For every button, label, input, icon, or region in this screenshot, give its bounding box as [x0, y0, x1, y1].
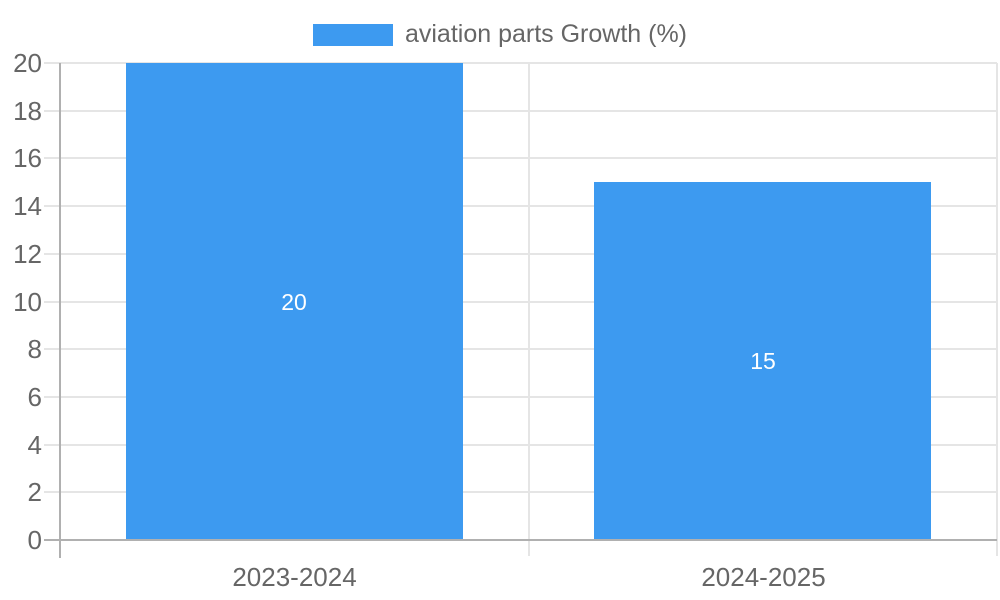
y-axis-label: 8: [27, 334, 42, 364]
y-axis-label: 14: [13, 191, 42, 221]
y-axis-label: 10: [13, 287, 42, 317]
x-axis-line: [44, 539, 997, 541]
y-axis-label: 12: [13, 239, 42, 269]
bar-value-label: 15: [750, 348, 776, 374]
y-axis-label: 4: [27, 430, 42, 460]
x-axis-label: 2024-2025: [701, 562, 826, 592]
y-axis-tick: [44, 62, 60, 64]
y-axis-label: 20: [13, 48, 42, 78]
y-axis-tick: [44, 301, 60, 303]
bar-2023-2024[interactable]: [126, 63, 463, 540]
gridline-v: [528, 63, 530, 556]
x-axis-label: 2023-2024: [232, 562, 357, 592]
legend-label: aviation parts Growth (%): [404, 20, 688, 48]
y-axis-label: 0: [27, 525, 42, 555]
y-axis-label: 16: [13, 143, 42, 173]
legend[interactable]: aviation parts Growth (%): [0, 20, 1000, 49]
y-axis-label: 6: [27, 382, 42, 412]
y-axis-label: 2: [27, 477, 42, 507]
y-axis-tick: [44, 444, 60, 446]
y-axis-tick: [44, 253, 60, 255]
y-axis-tick: [44, 110, 60, 112]
y-axis-tick: [44, 491, 60, 493]
bar-2024-2025[interactable]: [594, 182, 931, 540]
y-axis-line: [59, 63, 61, 558]
legend-swatch: [312, 23, 393, 46]
y-axis-label: 18: [13, 96, 42, 126]
y-axis-tick: [44, 396, 60, 398]
y-axis-tick: [44, 348, 60, 350]
y-axis-tick: [44, 205, 60, 207]
gridline-v: [996, 63, 998, 556]
bar-value-label: 20: [281, 289, 307, 315]
y-axis-tick: [44, 157, 60, 159]
